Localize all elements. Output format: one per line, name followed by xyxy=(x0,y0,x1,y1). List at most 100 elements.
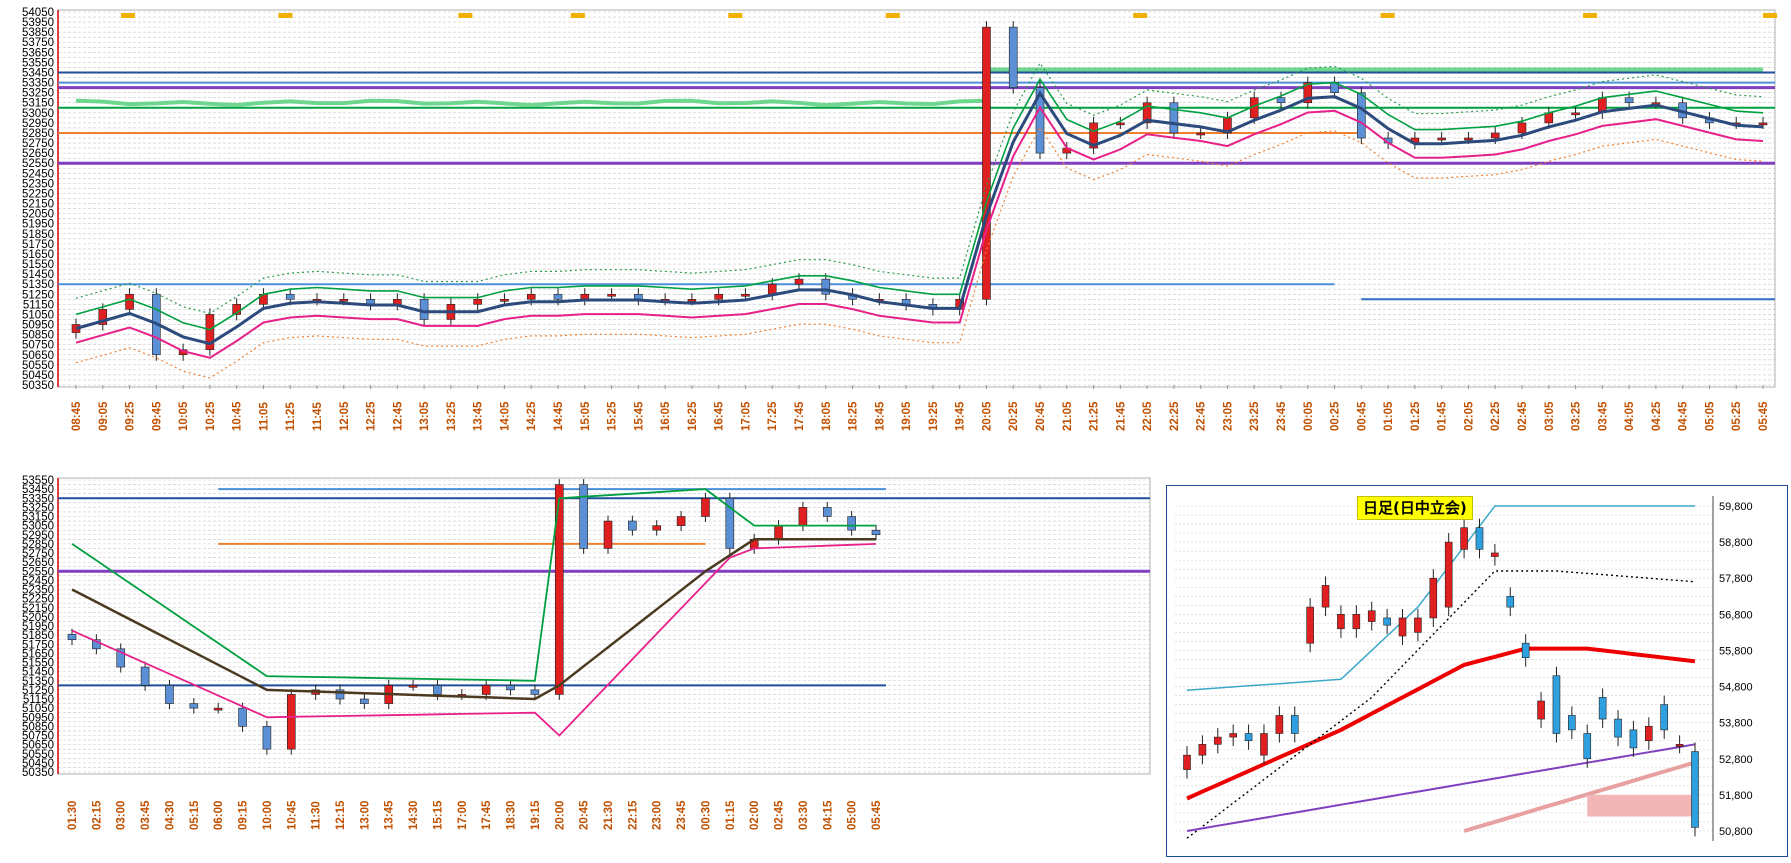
candle-body xyxy=(1429,577,1438,619)
candle-body xyxy=(821,278,831,295)
upper-envelope-line xyxy=(75,61,1764,315)
y-tick-label: 52750 xyxy=(22,138,54,150)
candle-body xyxy=(1275,715,1284,734)
candle-body xyxy=(433,685,442,695)
x-tick-label: 13:45 xyxy=(473,401,485,431)
top-intraday-chart: 54050 53950 53850 53750 53650 53550 53450 53350… xyxy=(22,7,1777,431)
x-tick-label: 03:00 xyxy=(116,801,128,830)
x-tick-label: 15:25 xyxy=(607,401,619,431)
candle-body xyxy=(285,293,295,300)
x-tick-label: 02:05 xyxy=(1463,401,1475,431)
candle-body xyxy=(530,689,540,695)
daily-chart: 59,800 58,800 57,800 56,800 55,800 54,800 53,8… xyxy=(1163,482,1791,858)
bottom-left-chart-svg: 5355053450533505325053150530505295052850… xyxy=(0,470,1160,858)
candle-body xyxy=(1244,733,1253,742)
y-tick-label: 53350 xyxy=(22,493,54,505)
candle-body xyxy=(1035,87,1045,154)
candle-body xyxy=(205,314,215,351)
x-tick-label: 12:45 xyxy=(392,401,404,431)
x-tick-label: 10:45 xyxy=(232,401,244,431)
daily-chart-title: 日足(日中立会) xyxy=(1357,496,1473,520)
x-tick-label: 14:30 xyxy=(408,801,420,830)
candle-body xyxy=(871,529,881,536)
top-chart-svg: 5405053950538505375053650535505345053350… xyxy=(22,7,1777,431)
x-tick-label: 16:05 xyxy=(660,401,672,431)
x-tick-label: 02:45 xyxy=(1517,401,1529,431)
x-tick-label: 20:45 xyxy=(579,800,591,830)
y-tick-label: 50450 xyxy=(22,370,54,382)
y-tick-label: 53550 xyxy=(22,57,54,69)
x-tick-label: 17:45 xyxy=(794,401,806,431)
candle-body xyxy=(603,520,613,549)
x-tick-label: 23:25 xyxy=(1249,401,1261,431)
moving-average-line xyxy=(75,90,1764,346)
upper-ma-line xyxy=(75,77,1764,331)
x-tick-label: 19:45 xyxy=(955,401,967,431)
x-tick-label: 01:45 xyxy=(1437,401,1449,431)
x-tick-label: 20:45 xyxy=(1035,401,1047,431)
candle-body xyxy=(774,525,783,540)
x-tick-label: 17:05 xyxy=(740,401,752,431)
x-tick-label: 17:45 xyxy=(481,800,493,830)
candle-body xyxy=(628,520,637,531)
candle-body xyxy=(213,707,223,711)
x-tick-label: 16:25 xyxy=(687,401,699,431)
y-tick-label: 53750 xyxy=(22,37,54,49)
y-tick-label: 50450 xyxy=(22,758,54,770)
daily-upper-band-line xyxy=(1186,505,1695,691)
y-tick-label: 53250 xyxy=(22,88,54,100)
candle-body xyxy=(1321,585,1330,608)
x-tick-label: 18:45 xyxy=(874,401,886,431)
x-tick-label: 15:45 xyxy=(633,401,645,431)
signal-marker xyxy=(278,13,293,18)
daily-chart-svg: 59,800 58,800 57,800 56,800 55,800 54,800 53,8… xyxy=(1175,496,1753,841)
candle-body xyxy=(554,484,564,695)
x-tick-label: 02:00 xyxy=(749,801,761,830)
candle-body xyxy=(1598,697,1607,720)
y-tick-label: 51050 xyxy=(22,309,54,321)
x-tick-label: 19:15 xyxy=(530,800,542,830)
signal-marker xyxy=(1380,13,1395,18)
candle-body xyxy=(526,293,536,300)
y-tick-label: 52450 xyxy=(22,575,54,587)
candle-body xyxy=(1552,675,1561,734)
y-tick-label: 53050 xyxy=(22,521,54,533)
candle-body xyxy=(1367,610,1376,622)
daily-shaded-zone xyxy=(1587,794,1695,817)
candle-body xyxy=(339,299,349,302)
x-tick-label: 02:15 xyxy=(91,800,103,830)
candle-body xyxy=(1183,754,1191,770)
candle-body xyxy=(1260,733,1268,756)
x-tick-label: 04:25 xyxy=(1651,401,1663,431)
x-tick-label: 23:45 xyxy=(676,800,688,830)
y-tick-label: 52150 xyxy=(22,603,54,615)
candle-body xyxy=(579,484,588,549)
candle-body xyxy=(481,685,491,695)
y-tick-label: 52850 xyxy=(22,539,54,551)
x-tick-label: 10:00 xyxy=(262,801,274,830)
candle-body xyxy=(335,689,345,700)
candle-body xyxy=(714,293,723,300)
x-tick-label: 13:05 xyxy=(419,401,431,431)
y-tick-label: 51750 xyxy=(22,639,54,651)
x-tick-label: 02:45 xyxy=(774,800,786,830)
y-tick-label: 51,800 xyxy=(1719,790,1753,802)
y-tick-label: 50650 xyxy=(22,740,54,752)
candle-body xyxy=(701,497,710,517)
y-tick-label: 52250 xyxy=(22,594,54,606)
candle-body xyxy=(1537,700,1545,720)
candle-body xyxy=(1491,552,1499,557)
y-tick-label: 59,800 xyxy=(1719,501,1753,513)
y-tick-label: 52950 xyxy=(22,118,54,130)
x-tick-label: 06:00 xyxy=(213,801,225,830)
candle-body xyxy=(1675,744,1684,747)
x-tick-label: 03:45 xyxy=(1597,401,1609,431)
y-tick-label: 50950 xyxy=(22,712,54,724)
signal-marker xyxy=(120,13,135,18)
candle-body xyxy=(725,497,735,549)
candle-body xyxy=(1645,725,1653,742)
candle-body xyxy=(1213,736,1222,745)
y-tick-label: 53,800 xyxy=(1719,718,1753,730)
x-tick-label: 18:25 xyxy=(848,401,860,431)
x-tick-label: 03:30 xyxy=(798,801,810,830)
